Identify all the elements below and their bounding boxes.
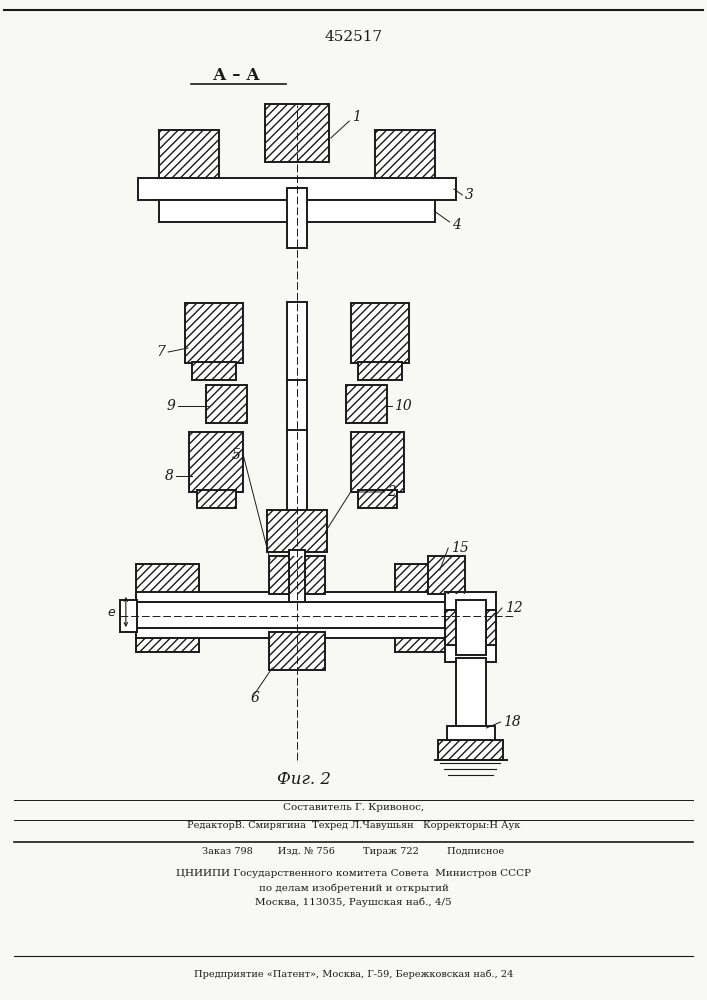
Text: Заказ 798        Изд. № 756         Тираж 722         Подписное: Заказ 798 Изд. № 756 Тираж 722 Подписное [202,848,505,856]
Bar [189,432,243,492]
Text: по делам изобретений и открытий: по делам изобретений и открытий [259,883,448,893]
Bar [445,610,456,645]
Bar [445,592,496,662]
Bar [120,600,137,632]
Bar [136,564,199,594]
Text: 4: 4 [452,218,462,232]
Bar [395,564,458,594]
Bar [428,556,465,594]
Bar [136,602,458,630]
Bar [438,740,503,760]
Bar [428,556,465,594]
Text: 7: 7 [156,345,165,359]
Text: 9: 9 [166,399,175,413]
Text: А – А: А – А [214,66,260,84]
Bar [136,628,458,638]
Bar [269,556,325,594]
Bar [447,726,495,740]
Text: 2: 2 [387,485,397,499]
Bar [197,490,236,508]
Text: 6: 6 [251,691,260,705]
Bar [185,303,243,363]
Bar [486,610,496,645]
Bar [159,130,219,185]
Bar [159,200,435,222]
Bar [395,594,458,652]
Bar [486,610,496,645]
Text: Фиг. 2: Фиг. 2 [277,772,331,788]
Text: 10: 10 [395,399,412,413]
Bar [438,740,503,760]
Text: 452517: 452517 [325,30,382,44]
Bar [395,594,458,652]
Text: 12: 12 [505,601,522,615]
Bar [289,550,305,602]
Text: ЦНИИПИ Государственного комитета Совета  Министров СССР: ЦНИИПИ Государственного комитета Совета … [176,869,531,879]
Bar [358,362,402,380]
Bar [287,380,307,432]
Bar [136,594,199,652]
Bar [206,385,247,423]
Bar [358,490,397,508]
Bar [269,632,325,670]
Bar [456,658,486,728]
Bar [351,432,404,492]
Text: Москва, 113035, Раушская наб., 4/5: Москва, 113035, Раушская наб., 4/5 [255,897,452,907]
Text: 15: 15 [451,541,469,555]
Bar [375,130,435,185]
Bar [138,178,456,200]
Bar [265,104,329,162]
Text: Составитель Г. Кривонос,: Составитель Г. Кривонос, [283,804,424,812]
Bar [136,594,199,652]
Text: 1: 1 [352,110,361,124]
Text: Предприятие «Патент», Москва, Г-59, Бережковская наб., 24: Предприятие «Патент», Москва, Г-59, Бере… [194,969,513,979]
Bar [287,188,307,248]
Bar [206,385,247,423]
Bar [346,385,387,423]
Bar [185,303,243,363]
Bar [395,564,458,594]
Bar [358,490,397,508]
Bar [351,303,409,363]
Bar [287,430,307,510]
Bar [445,610,456,645]
Text: 8: 8 [164,469,173,483]
Bar [192,362,236,380]
Bar [189,432,243,492]
Bar [346,385,387,423]
Bar [269,632,325,670]
Bar [159,130,219,185]
Bar [269,556,325,594]
Bar [267,510,327,552]
Text: РедакторВ. Смирягина  Техред Л.Чавушьян   Корректоры:Н Аук: РедакторВ. Смирягина Техред Л.Чавушьян К… [187,822,520,830]
Bar [192,362,236,380]
Text: 3: 3 [465,188,474,202]
Bar [351,432,404,492]
Bar [351,303,409,363]
Bar [375,130,435,185]
Text: e: e [108,605,115,618]
Bar [197,490,236,508]
Bar [136,564,199,594]
Bar [136,592,458,602]
Text: 5: 5 [231,448,240,462]
Text: 18: 18 [503,715,521,729]
Bar [265,104,329,162]
Bar [456,600,486,655]
Bar [287,302,307,382]
Bar [267,510,327,552]
Bar [358,362,402,380]
